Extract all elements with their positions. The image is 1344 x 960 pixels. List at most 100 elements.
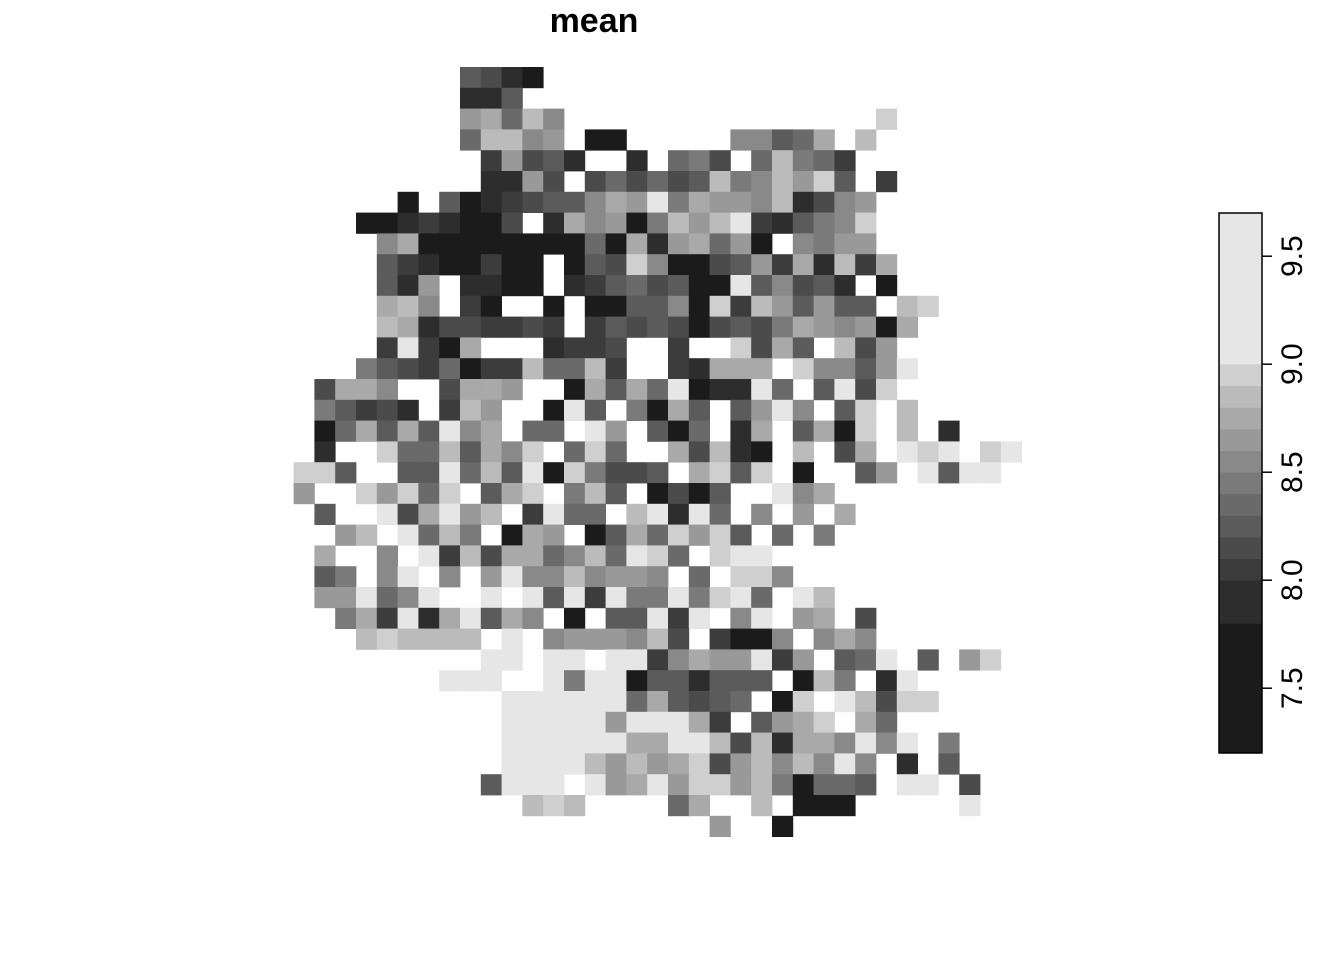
raster-cell (480, 212, 502, 234)
raster-cell (772, 379, 794, 401)
raster-cell (834, 670, 856, 692)
raster-cell (876, 691, 898, 713)
raster-cell (730, 691, 752, 713)
raster-cell (376, 275, 398, 297)
raster-cell (522, 108, 544, 130)
raster-cell (751, 607, 773, 629)
raster-cell (501, 462, 523, 484)
raster-cell (834, 379, 856, 401)
raster-cell (751, 191, 773, 213)
raster-cell (668, 358, 690, 380)
raster-cell (876, 254, 898, 276)
raster-cell (480, 233, 502, 255)
raster-cell (730, 774, 752, 796)
raster-cell (522, 275, 544, 297)
raster-cell (605, 774, 627, 796)
raster-cell (876, 711, 898, 733)
raster-cell (376, 212, 398, 234)
raster-cell (439, 379, 461, 401)
raster-cell (917, 649, 939, 671)
raster-cell (855, 358, 877, 380)
raster-cell (584, 212, 606, 234)
raster-cell (709, 670, 731, 692)
raster-cell (522, 711, 544, 733)
raster-cell (730, 275, 752, 297)
raster-cell (896, 295, 918, 317)
raster-cell (543, 399, 565, 421)
raster-cell (564, 753, 586, 775)
raster-cell (813, 795, 835, 817)
raster-cell (376, 399, 398, 421)
raster-cell (584, 545, 606, 567)
raster-cell (418, 607, 440, 629)
raster-cell (751, 503, 773, 525)
raster-cell (792, 233, 814, 255)
raster-cell (397, 316, 419, 338)
raster-cell (626, 254, 648, 276)
raster-cell (668, 670, 690, 692)
raster-cell (709, 316, 731, 338)
raster-cell (647, 191, 669, 213)
raster-cell (772, 732, 794, 754)
raster-cell (647, 483, 669, 505)
raster-cell (792, 732, 814, 754)
raster-cell (730, 628, 752, 650)
raster-cell (834, 254, 856, 276)
raster-cell (522, 171, 544, 193)
raster-cell (647, 670, 669, 692)
raster-cell (522, 441, 544, 463)
raster-cell (688, 358, 710, 380)
raster-cell (418, 462, 440, 484)
raster-cell (605, 212, 627, 234)
raster-cell (938, 420, 960, 442)
raster-cell (605, 295, 627, 317)
raster-cell (439, 254, 461, 276)
raster-cell (834, 191, 856, 213)
raster-cell (605, 316, 627, 338)
raster-cell (460, 212, 482, 234)
raster-cell (605, 358, 627, 380)
raster-cell (813, 129, 835, 151)
raster-cell (584, 420, 606, 442)
raster-cell (647, 254, 669, 276)
raster-cell (439, 212, 461, 234)
raster-cell (792, 295, 814, 317)
raster-cell (564, 732, 586, 754)
raster-cell (772, 171, 794, 193)
raster-cell (668, 441, 690, 463)
raster-cell (605, 753, 627, 775)
raster-cell (439, 191, 461, 213)
raster-cell (668, 503, 690, 525)
raster-cell (772, 295, 794, 317)
raster-cell (626, 503, 648, 525)
raster-cell (501, 524, 523, 546)
raster-cell (418, 254, 440, 276)
raster-cell (834, 295, 856, 317)
raster-cell (460, 295, 482, 317)
raster-cell (792, 649, 814, 671)
raster-cell (376, 441, 398, 463)
raster-cell (460, 379, 482, 401)
raster-cell (647, 711, 669, 733)
raster-cell (564, 275, 586, 297)
raster-cell (314, 566, 336, 588)
raster-cell (772, 254, 794, 276)
raster-cell (751, 795, 773, 817)
raster-cell (709, 212, 731, 234)
raster-cell (626, 774, 648, 796)
raster-cell (688, 462, 710, 484)
raster-cell (626, 587, 648, 609)
raster-cell (543, 503, 565, 525)
legend-swatch (1219, 515, 1262, 538)
raster-cell (647, 399, 669, 421)
raster-cell (896, 420, 918, 442)
raster-cell (688, 774, 710, 796)
raster-cell (772, 337, 794, 359)
raster-cell (772, 691, 794, 713)
raster-cell (668, 275, 690, 297)
raster-cell (543, 545, 565, 567)
raster-cell (376, 337, 398, 359)
raster-cell (480, 171, 502, 193)
raster-cell (605, 691, 627, 713)
raster-cell (647, 628, 669, 650)
